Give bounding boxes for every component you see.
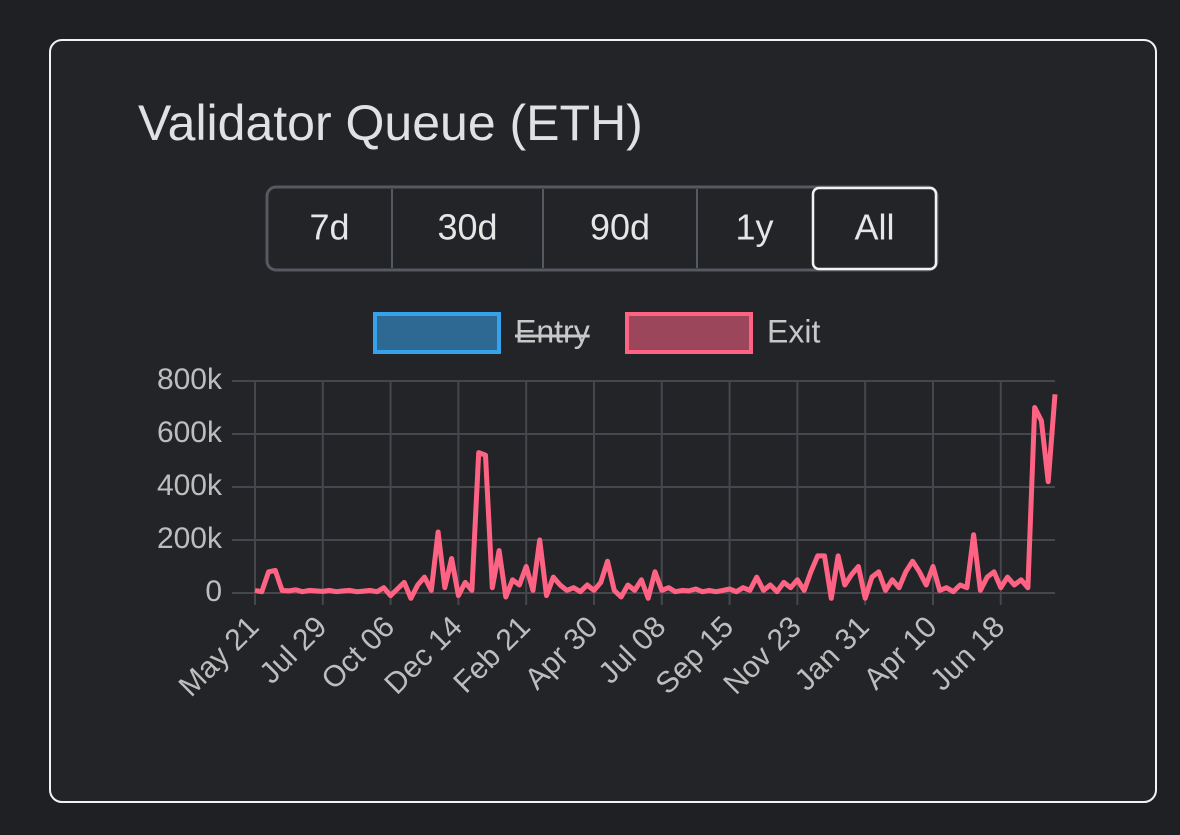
y-tick-label: 400k	[157, 469, 223, 502]
range-button-label[interactable]: 1y	[735, 207, 773, 248]
range-button-label[interactable]: 90d	[590, 207, 650, 248]
legend-swatch[interactable]	[373, 312, 501, 354]
chart-title: Validator Queue (ETH)	[138, 95, 643, 151]
y-tick-label: 0	[205, 575, 222, 608]
range-button-label[interactable]: All	[854, 207, 894, 248]
range-button-label[interactable]: 30d	[437, 207, 497, 248]
y-tick-label: 600k	[157, 416, 223, 449]
legend-label[interactable]: Entry	[515, 313, 590, 349]
card	[49, 39, 1157, 803]
range-button-label[interactable]: 7d	[309, 207, 349, 248]
range-button[interactable]	[811, 186, 938, 271]
y-tick-label: 200k	[157, 522, 223, 555]
legend-swatch[interactable]	[625, 312, 753, 354]
series-line	[254, 394, 1058, 601]
legend-label[interactable]: Exit	[767, 313, 820, 349]
y-tick-label: 800k	[157, 363, 223, 396]
